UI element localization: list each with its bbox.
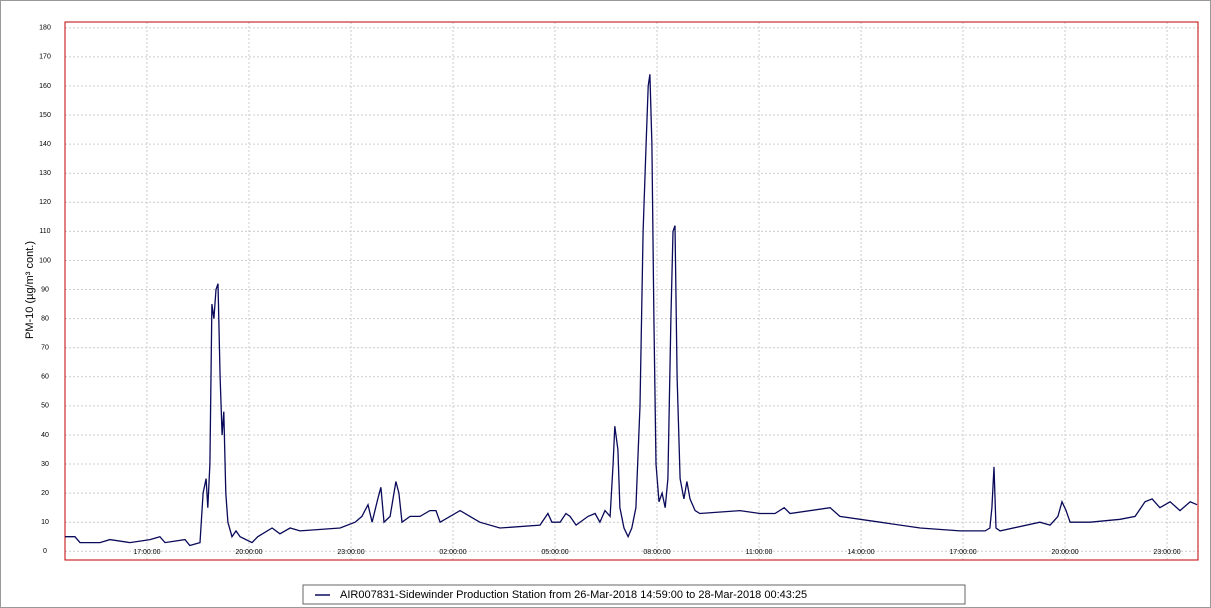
x-tick-label: 02:00:00	[439, 549, 466, 556]
data-line	[65, 74, 1198, 547]
y-tick-label: 70	[41, 345, 49, 352]
x-tick-label: 05:00:00	[541, 549, 568, 556]
x-tick-label: 20:00:00	[1051, 549, 1078, 556]
y-tick-label: 40	[41, 432, 49, 439]
x-tick-label: 17:00:00	[133, 549, 160, 556]
y-tick-label: 80	[41, 315, 49, 322]
y-tick-label: 110	[39, 228, 50, 235]
y-tick-label: 10	[41, 519, 49, 526]
x-tick-label: 17:00:00	[949, 549, 976, 556]
y-tick-label: 50	[41, 403, 49, 410]
x-tick-label: 14:00:00	[847, 549, 874, 556]
y-tick-label: 140	[39, 141, 51, 148]
x-tick-label: 11:00:00	[746, 549, 773, 556]
y-tick-label: 160	[39, 83, 51, 90]
x-tick-label: 23:00:00	[337, 549, 364, 556]
x-tick-label: 23:00:00	[1153, 549, 1180, 556]
y-tick-label: 150	[39, 112, 51, 119]
x-tick-label: 08:00:00	[643, 549, 670, 556]
y-tick-label: 0	[43, 548, 47, 555]
y-tick-label: 130	[39, 170, 51, 177]
y-tick-label: 180	[39, 25, 51, 32]
y-tick-label: 60	[41, 374, 49, 381]
legend-label: AIR007831-Sidewinder Production Station …	[340, 589, 807, 601]
y-tick-label: 30	[41, 461, 49, 468]
y-tick-label: 90	[41, 286, 49, 293]
y-tick-label: 20	[41, 490, 49, 497]
y-tick-label: 170	[39, 54, 51, 61]
y-tick-label: 100	[39, 257, 51, 264]
legend-box	[302, 584, 966, 605]
plot-border	[64, 21, 1199, 561]
y-tick-label: 120	[39, 199, 51, 206]
x-tick-label: 20:00:00	[235, 549, 262, 556]
y-axis-label: PM-10 (µg/m³ cont.)	[24, 241, 36, 339]
